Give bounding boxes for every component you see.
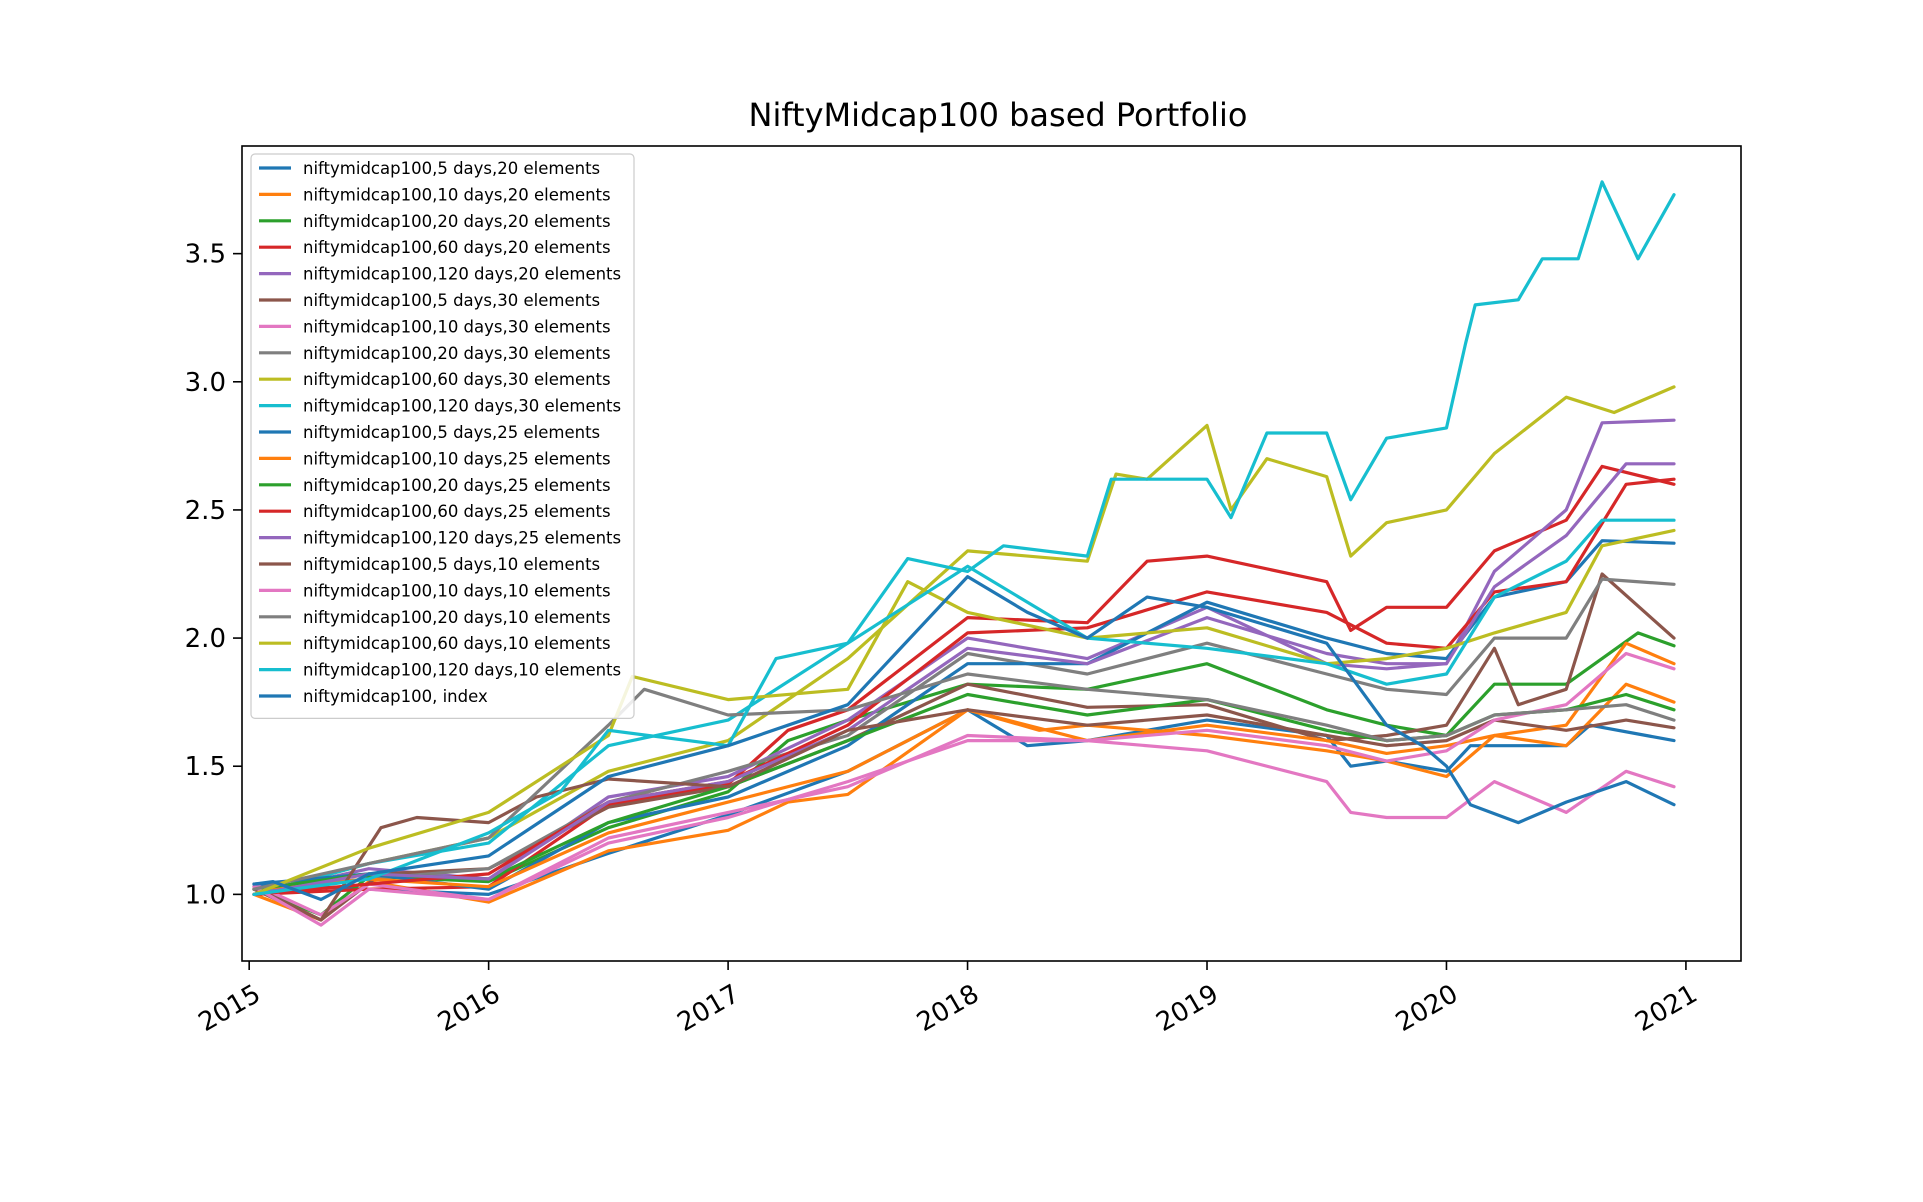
legend-label: niftymidcap100,120 days,25 elements	[303, 529, 621, 548]
legend-label: niftymidcap100,60 days,10 elements	[303, 634, 611, 653]
plot-frame	[241, 145, 1742, 962]
legend-label: niftymidcap100,120 days,30 elements	[303, 397, 621, 416]
series-line-21	[252, 575, 1676, 902]
legend-label: niftymidcap100,10 days,25 elements	[303, 449, 611, 468]
legend-label: niftymidcap100,5 days,30 elements	[303, 291, 600, 310]
legend-label: niftymidcap100,120 days,10 elements	[303, 661, 621, 680]
y-tick-label: 3.0	[185, 368, 226, 398]
series-line-4	[252, 464, 1676, 896]
y-tick-label: 3.5	[185, 240, 226, 270]
legend-label: niftymidcap100,5 days,10 elements	[303, 555, 600, 574]
y-tick-label: 2.0	[185, 624, 226, 654]
series-line-8	[252, 577, 1676, 891]
y-axis: 1.0 1.5 2.0 2.5 3.0 3.5	[185, 240, 242, 910]
legend-box	[250, 153, 635, 720]
legend-label: niftymidcap100,120 days,20 elements	[303, 265, 621, 284]
y-tick-label: 1.5	[185, 752, 226, 782]
series-line-14	[252, 477, 1676, 896]
series-line-19	[252, 528, 1676, 896]
legend-label: niftymidcap100,20 days,10 elements	[303, 608, 611, 627]
series-layer	[252, 180, 1676, 927]
legend-label: niftymidcap100,20 days,30 elements	[303, 344, 611, 363]
series-line-12	[252, 641, 1676, 891]
legend-label: niftymidcap100,60 days,25 elements	[303, 502, 611, 521]
legend-label: niftymidcap100,60 days,30 elements	[303, 370, 611, 389]
legend-label: niftymidcap100,5 days,20 elements	[303, 159, 600, 178]
series-line-3	[252, 631, 1676, 917]
y-tick-label: 1.0	[185, 880, 226, 910]
y-tick-label: 2.5	[185, 496, 226, 526]
legend-label: niftymidcap100,10 days,20 elements	[303, 185, 611, 204]
chart-title: NiftyMidcap100 based Portfolio	[749, 96, 1248, 134]
series-line-20	[252, 518, 1676, 896]
legend-label: niftymidcap100,5 days,25 elements	[303, 423, 600, 442]
series-line-15	[252, 462, 1676, 896]
legend-label: niftymidcap100,10 days,10 elements	[303, 581, 611, 600]
legend-label: niftymidcap100,10 days,30 elements	[303, 317, 611, 336]
legend-label: niftymidcap100,60 days,20 elements	[303, 238, 611, 257]
legend-label: niftymidcap100,20 days,25 elements	[303, 476, 611, 495]
legend-label: niftymidcap100,20 days,20 elements	[303, 212, 611, 231]
series-line-9	[252, 385, 1676, 896]
legend-label: niftymidcap100, index	[303, 687, 488, 706]
series-line-17	[252, 651, 1676, 927]
legend: niftymidcap100,5 days,20 elements niftymi…	[250, 153, 635, 720]
